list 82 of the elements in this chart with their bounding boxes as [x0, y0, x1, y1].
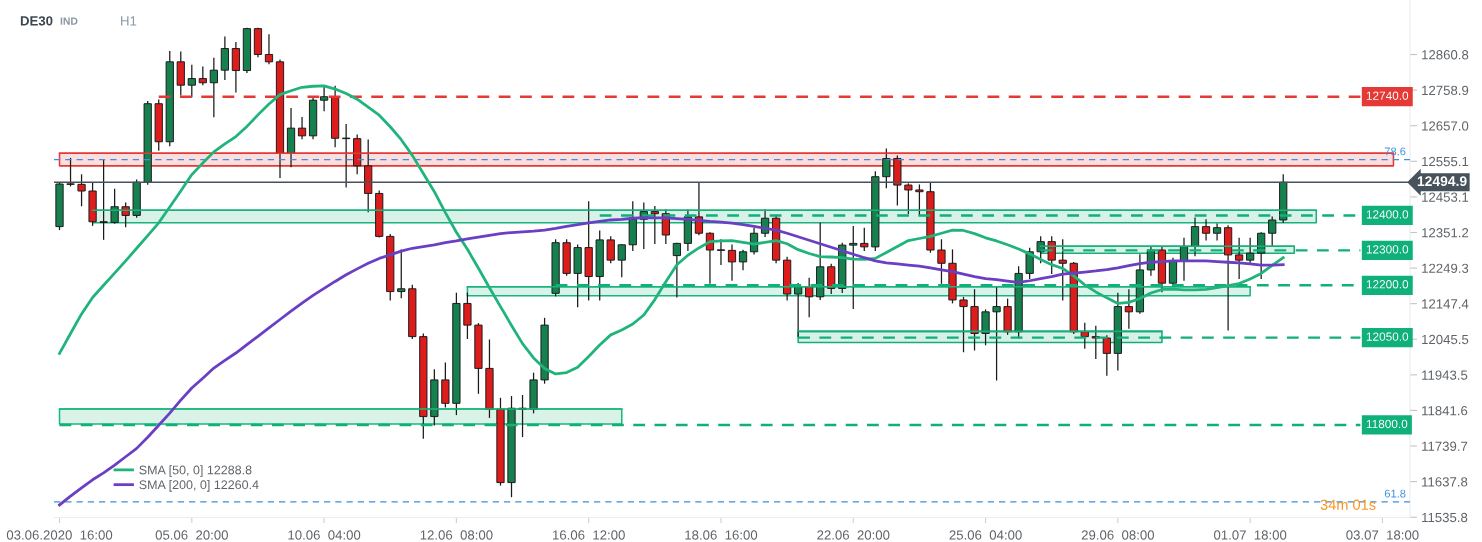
y-tick-label: 12657.0 — [1422, 121, 1469, 131]
y-tick-label: 12453.1 — [1422, 192, 1469, 202]
x-tick-label: 03.06.2020 16:00 — [6, 530, 113, 540]
y-tick-label: 11637.8 — [1422, 477, 1468, 487]
y-tick-label: 12147.4 — [1422, 299, 1469, 309]
y-tick-label: 11943.5 — [1422, 370, 1468, 380]
x-tick-label: 12.06 08:00 — [420, 530, 493, 540]
candlestick — [397, 249, 406, 299]
candlestick — [959, 296, 968, 353]
y-tick-label: 11535.8 — [1422, 512, 1468, 523]
candlestick — [66, 157, 75, 187]
candlestick — [209, 57, 218, 118]
candlestick — [231, 41, 241, 93]
candlestick — [176, 51, 185, 96]
candlestick — [297, 117, 307, 140]
candlestick — [827, 263, 836, 294]
x-tick-label: 16.06 12:00 — [553, 530, 625, 540]
x-tick-label: 25.06 04:00 — [949, 530, 1022, 540]
candlestick — [992, 286, 1001, 381]
x-tick-label: 18.06 16:00 — [685, 530, 758, 540]
candlestick — [882, 148, 891, 189]
candlestick — [342, 124, 351, 188]
candlestick — [904, 183, 913, 214]
y-tick-label: 12860.8 — [1422, 50, 1469, 60]
candlestick — [77, 174, 86, 207]
candlestick — [727, 244, 737, 281]
y-tick-label: 11739.7 — [1422, 441, 1468, 451]
candlestick — [794, 282, 803, 338]
candlestick — [1246, 237, 1255, 265]
candlestick — [99, 159, 108, 240]
candlestick — [981, 309, 990, 346]
data-label: 12050.0 — [1366, 332, 1409, 341]
candlestick — [463, 292, 472, 339]
x-tick-label: 10.06 04:00 — [288, 530, 361, 540]
candlestick — [617, 244, 626, 278]
candlestick — [915, 184, 924, 217]
y-tick-label: 11841.6 — [1422, 406, 1468, 416]
annotation: 61.8 — [1384, 489, 1406, 498]
candlestick — [1212, 223, 1222, 241]
data-label: 12740.0 — [1366, 91, 1409, 100]
candlestick — [849, 225, 858, 309]
candlestick — [110, 188, 119, 224]
candlestick — [441, 362, 450, 408]
candlestick — [1058, 239, 1067, 301]
x-tick-label: 01.07 18:00 — [1213, 530, 1287, 540]
text: DE30 — [20, 16, 53, 26]
y-tick-label: 12351.2 — [1422, 228, 1469, 238]
candlestick — [187, 64, 196, 98]
data-label: 12400.0 — [1366, 210, 1409, 219]
candlestick — [1124, 289, 1134, 329]
candlestick — [1102, 335, 1111, 376]
candlestick — [738, 249, 748, 271]
candlestick — [1234, 237, 1244, 279]
data-label: 12200.0 — [1366, 280, 1409, 289]
x-tick-label: 03.07 18:00 — [1346, 530, 1419, 540]
candlestick — [937, 239, 946, 284]
data-label: 11800.0 — [1366, 419, 1408, 429]
y-tick-label: 12249.3 — [1422, 263, 1469, 273]
annotation: 78.6 — [1384, 147, 1406, 156]
x-tick-label: 22.06 20:00 — [817, 530, 890, 540]
y-tick-label: 12555.1 — [1422, 156, 1469, 167]
ref-line-label: 12494.9 — [1417, 176, 1467, 187]
candlestick — [319, 85, 329, 112]
candlestick — [650, 206, 659, 245]
annotation: 34m 01s — [1320, 499, 1376, 510]
y-tick-label: 12758.9 — [1422, 85, 1469, 96]
data-label: 12300.0 — [1366, 245, 1409, 254]
legend-label: SMA [50, 0] 12288.8 — [139, 465, 252, 477]
x-tick-label: 05.06 20:00 — [155, 530, 228, 540]
candlestick — [1201, 219, 1211, 241]
y-tick-label: 12045.5 — [1422, 334, 1469, 345]
legend-label: SMA [200, 0] 12260.4 — [139, 479, 259, 492]
candlestick — [1268, 216, 1277, 246]
candlestick — [716, 239, 726, 265]
candlestick — [860, 227, 869, 251]
annotation: H1 — [121, 16, 137, 26]
candlestick — [220, 36, 230, 80]
x-tick-label: 29.06 08:00 — [1081, 530, 1155, 540]
candlestick — [606, 236, 615, 264]
candlestick — [672, 242, 682, 298]
annotation: IND — [60, 17, 78, 25]
candlestick — [264, 34, 274, 65]
